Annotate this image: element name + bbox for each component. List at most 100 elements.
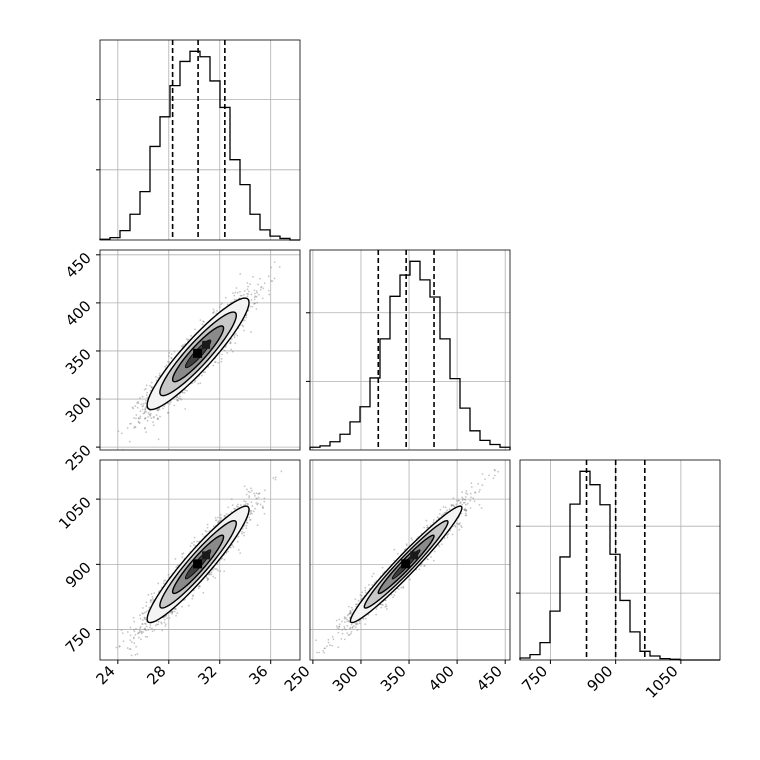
scatter-point xyxy=(214,516,217,519)
scatter-point xyxy=(246,521,249,524)
scatter-point xyxy=(134,653,137,656)
scatter-point xyxy=(263,489,266,492)
scatter-point xyxy=(470,496,472,499)
scatter-point xyxy=(258,293,260,296)
scatter-point xyxy=(191,597,194,600)
scatter-point xyxy=(171,612,173,615)
scatter-point xyxy=(117,430,120,433)
scatter-point xyxy=(250,511,252,514)
scatter-point xyxy=(144,402,147,405)
scatter-point xyxy=(465,492,467,494)
scatter-point xyxy=(176,564,179,567)
scatter-point xyxy=(139,422,141,424)
scatter-point xyxy=(142,631,145,634)
scatter-point xyxy=(254,292,256,295)
scatter-point xyxy=(239,504,242,506)
scatter-point xyxy=(164,579,167,582)
scatter-point xyxy=(183,391,186,394)
scatter-point xyxy=(323,647,326,650)
scatter-point xyxy=(178,397,180,400)
scatter-point xyxy=(381,566,384,569)
scatter-point xyxy=(443,512,446,514)
scatter-point xyxy=(351,626,354,629)
scatter-point xyxy=(157,409,159,412)
scatter-point xyxy=(478,488,481,491)
panel-frame xyxy=(99,39,301,241)
scatter-point xyxy=(263,500,266,503)
scatter-point xyxy=(170,357,173,360)
scatter-point xyxy=(445,511,448,513)
scatter-point xyxy=(173,404,176,407)
scatter-point xyxy=(241,324,244,327)
scatter-point xyxy=(147,412,150,414)
scatter-point xyxy=(120,663,122,665)
scatter-point xyxy=(375,613,378,616)
scatter-point xyxy=(385,605,388,608)
scatter-point xyxy=(337,631,340,634)
scatter-point xyxy=(349,632,352,635)
panel-frame xyxy=(309,249,511,451)
scatter-point xyxy=(133,620,136,623)
scatter-point xyxy=(145,387,147,390)
scatter-point xyxy=(473,500,476,503)
scatter-point xyxy=(258,492,261,495)
scatter-point xyxy=(126,647,129,649)
scatter-point xyxy=(464,508,467,510)
scatter-point xyxy=(254,295,257,298)
scatter-point xyxy=(278,266,281,268)
scatter-point xyxy=(157,620,160,623)
scatter-point xyxy=(234,342,237,345)
scatter-point xyxy=(423,564,426,567)
scatter-point xyxy=(140,630,143,633)
scatter-point xyxy=(202,320,205,323)
scatter-point xyxy=(143,388,146,391)
scatter-point xyxy=(457,499,460,502)
scatter-point xyxy=(231,504,234,507)
scatter-point xyxy=(201,323,204,326)
scatter-point xyxy=(181,553,184,555)
scatter-point xyxy=(341,632,344,635)
scatter-point xyxy=(247,490,250,493)
y-tick-label: 1050 xyxy=(55,493,95,533)
scatter-point xyxy=(130,654,133,657)
scatter-point xyxy=(249,305,252,308)
scatter-point xyxy=(152,416,155,419)
scatter-point xyxy=(217,361,220,364)
scatter-point xyxy=(139,614,141,617)
scatter-point xyxy=(396,552,399,555)
scatter-point xyxy=(223,515,226,517)
scatter-point xyxy=(137,632,140,634)
scatter-point xyxy=(176,612,179,615)
scatter-point xyxy=(455,503,458,506)
scatter-point xyxy=(132,636,135,639)
scatter-point xyxy=(246,295,249,298)
scatter-point xyxy=(347,619,350,622)
scatter-point xyxy=(243,500,246,502)
scatter-point xyxy=(224,515,227,517)
histogram-step xyxy=(519,470,720,661)
scatter-point xyxy=(344,628,347,631)
scatter-point xyxy=(126,631,129,633)
scatter-point xyxy=(418,568,421,571)
scatter-point xyxy=(484,478,486,481)
scatter-point xyxy=(239,291,241,293)
scatter-point xyxy=(149,412,152,415)
scatter-point xyxy=(465,514,468,517)
scatter-point xyxy=(371,583,374,586)
scatter-point xyxy=(461,503,464,506)
scatter-point xyxy=(118,645,121,648)
scatter-point xyxy=(397,588,400,591)
scatter-point xyxy=(198,585,201,588)
scatter-point xyxy=(239,273,242,275)
scatter-point xyxy=(250,509,253,512)
scatter-point xyxy=(224,296,227,299)
scatter-point xyxy=(371,575,374,578)
scatter-point xyxy=(255,497,258,500)
scatter-point xyxy=(163,621,166,624)
scatter-point xyxy=(255,295,258,298)
scatter-point xyxy=(246,288,249,291)
scatter-point xyxy=(361,591,364,594)
scatter-point xyxy=(263,282,266,285)
y-tick-label: 450 xyxy=(62,249,95,282)
scatter-point xyxy=(251,513,253,515)
